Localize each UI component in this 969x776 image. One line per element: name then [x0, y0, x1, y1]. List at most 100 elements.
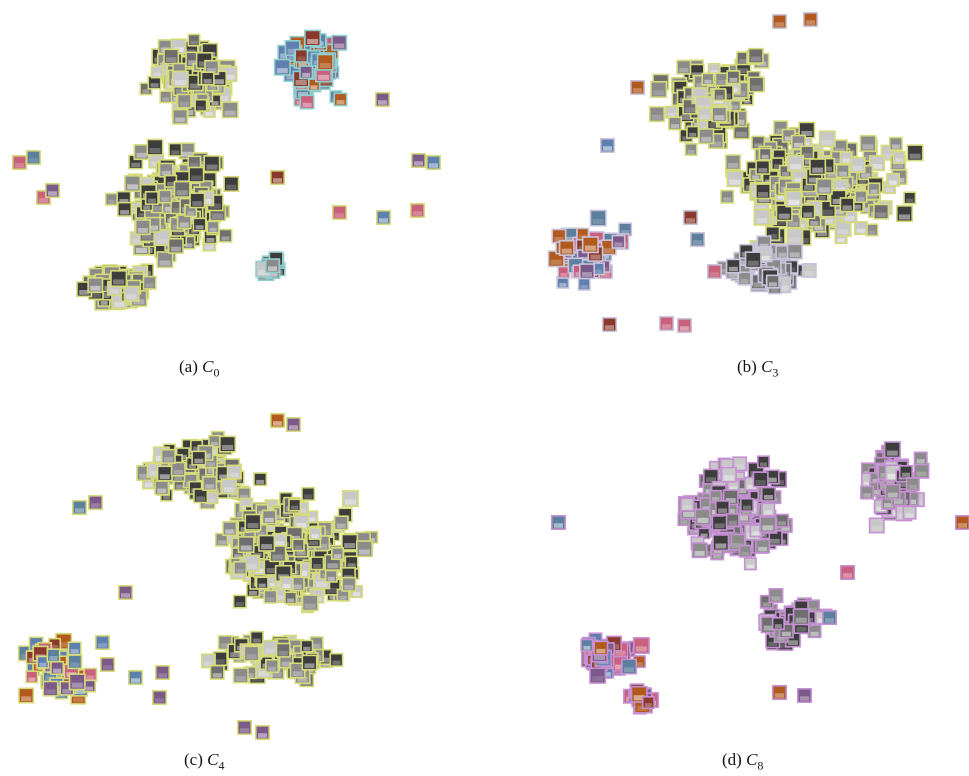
panel-d-thumbnail: [822, 610, 837, 625]
panel-c-thumbnail: [237, 720, 252, 735]
panel-b-thumbnail: [859, 134, 877, 152]
panel-c-thumbnail: [286, 417, 301, 432]
panel-b-thumbnail: [676, 59, 692, 75]
panel-d-thumbnail: [703, 468, 720, 485]
panel-b-thumbnail: [701, 72, 715, 86]
panel-b-thumbnail: [551, 228, 567, 244]
panel-b-thumbnail: [903, 191, 917, 205]
panel-d: [485, 395, 969, 740]
panel-a-thumbnail: [316, 53, 334, 71]
panel-c-thumbnail: [341, 490, 359, 508]
panel-d-thumbnail: [755, 538, 771, 554]
panel-a-thumbnail: [172, 108, 189, 125]
panel-b-thumbnail: [684, 142, 698, 156]
panel-b-thumbnail: [725, 154, 742, 171]
caption-c-tag: (c): [184, 750, 203, 769]
panel-d-thumbnail: [768, 587, 784, 603]
panel-d-thumbnail: [868, 517, 885, 534]
panel-b-thumbnail: [600, 138, 615, 153]
panel-a-thumbnail: [187, 155, 202, 170]
panel-c-thumbnail: [83, 667, 98, 682]
panel-b-thumbnail: [558, 239, 575, 256]
panel-a-thumbnail: [159, 90, 173, 104]
panel-c-thumbnail: [128, 670, 143, 685]
panel-a-thumbnail: [171, 70, 189, 88]
panel-d-thumbnail: [840, 565, 855, 580]
panel-c-thumbnail: [243, 645, 260, 662]
caption-c-sub: 4: [218, 758, 225, 773]
caption-b-tag: (b): [737, 357, 757, 376]
panel-a-thumbnail: [203, 155, 221, 173]
panel-c-thumbnail: [272, 532, 288, 548]
panel-d-thumbnail: [772, 685, 787, 700]
panel-b-thumbnail: [895, 205, 913, 223]
panel-a-thumbnail: [273, 58, 291, 76]
panel-b-thumbnail: [800, 204, 816, 220]
panel-c-thumbnail: [233, 560, 248, 575]
panel-a-thumbnail: [150, 65, 164, 79]
panel-c-thumbnail: [208, 434, 222, 448]
panel-b-thumbnail: [786, 227, 804, 245]
panel-b-thumbnail: [753, 208, 771, 226]
panel-c: [0, 395, 484, 740]
panel-c-thumbnail: [160, 448, 176, 464]
panel-d-thumbnail: [913, 451, 928, 466]
panel-d-thumbnail: [743, 557, 757, 571]
caption-a: (a) C0: [179, 357, 219, 380]
panel-c-thumbnail: [262, 639, 279, 656]
panel-d-thumbnail: [898, 465, 913, 480]
panel-b-thumbnail: [726, 70, 741, 85]
panel-c-thumbnail: [100, 657, 115, 672]
panel-b-thumbnail: [579, 263, 596, 280]
panel-a-thumbnail: [411, 153, 426, 168]
panel-c-thumbnail: [209, 664, 225, 680]
panel-c-thumbnail: [355, 540, 373, 558]
panel-c-thumbnail: [214, 532, 229, 547]
panel-c-thumbnail: [237, 487, 252, 502]
panel-c-thumbnail: [154, 480, 170, 496]
panel-a-thumbnail: [117, 201, 133, 217]
panel-b-thumbnail: [720, 189, 735, 204]
panel-b-thumbnail: [630, 80, 645, 95]
tsne-thumbnail-scatter-c: [17, 413, 379, 740]
panel-b-thumbnail: [747, 47, 764, 64]
panel-b-thumbnail: [683, 210, 698, 225]
panel-c-thumbnail: [72, 500, 87, 515]
panel-a-thumbnail: [299, 94, 315, 110]
panel-d-thumbnail: [905, 476, 920, 491]
panel-a-thumbnail: [192, 217, 207, 232]
panel-a-thumbnail: [163, 48, 180, 65]
panel-c-thumbnail: [25, 670, 39, 684]
panel-b-thumbnail: [602, 317, 617, 332]
panel-b-thumbnail: [737, 271, 752, 286]
panel-c-thumbnail: [300, 639, 314, 653]
panel-d-thumbnail: [593, 640, 609, 656]
panel-b-thumbnail: [618, 222, 633, 237]
caption-b-sub: 3: [772, 365, 779, 380]
panel-c-thumbnail: [265, 659, 280, 674]
caption-d: (d) C8: [722, 750, 763, 773]
panel-b-thumbnail: [755, 159, 771, 175]
panel-b-thumbnail: [765, 274, 780, 289]
panel-c-thumbnail: [308, 527, 322, 541]
panel-d-thumbnail: [589, 666, 607, 684]
panel-d-thumbnail: [551, 515, 566, 530]
panel-b-thumbnail: [809, 158, 827, 176]
panel-d-thumbnail: [771, 616, 785, 630]
panel-d-thumbnail: [712, 534, 730, 552]
panel-a-thumbnail: [104, 192, 118, 206]
tsne-thumbnail-scatter-a: [12, 29, 441, 311]
panel-b-thumbnail: [818, 130, 836, 148]
panel-a-thumbnail: [218, 228, 233, 243]
panel-a-thumbnail: [333, 92, 348, 107]
panel-a-thumbnail: [188, 166, 205, 183]
panel-d-thumbnail: [759, 515, 777, 533]
panel-c-thumbnail: [301, 594, 319, 612]
panel-a-thumbnail: [270, 170, 285, 185]
caption-d-var: C: [746, 750, 758, 769]
caption-a-tag: (a): [179, 357, 198, 376]
panel-a-thumbnail: [158, 189, 173, 204]
panel-b-thumbnail: [873, 203, 890, 220]
panel-b-thumbnail: [707, 264, 722, 279]
panel-a-thumbnail: [123, 285, 140, 302]
